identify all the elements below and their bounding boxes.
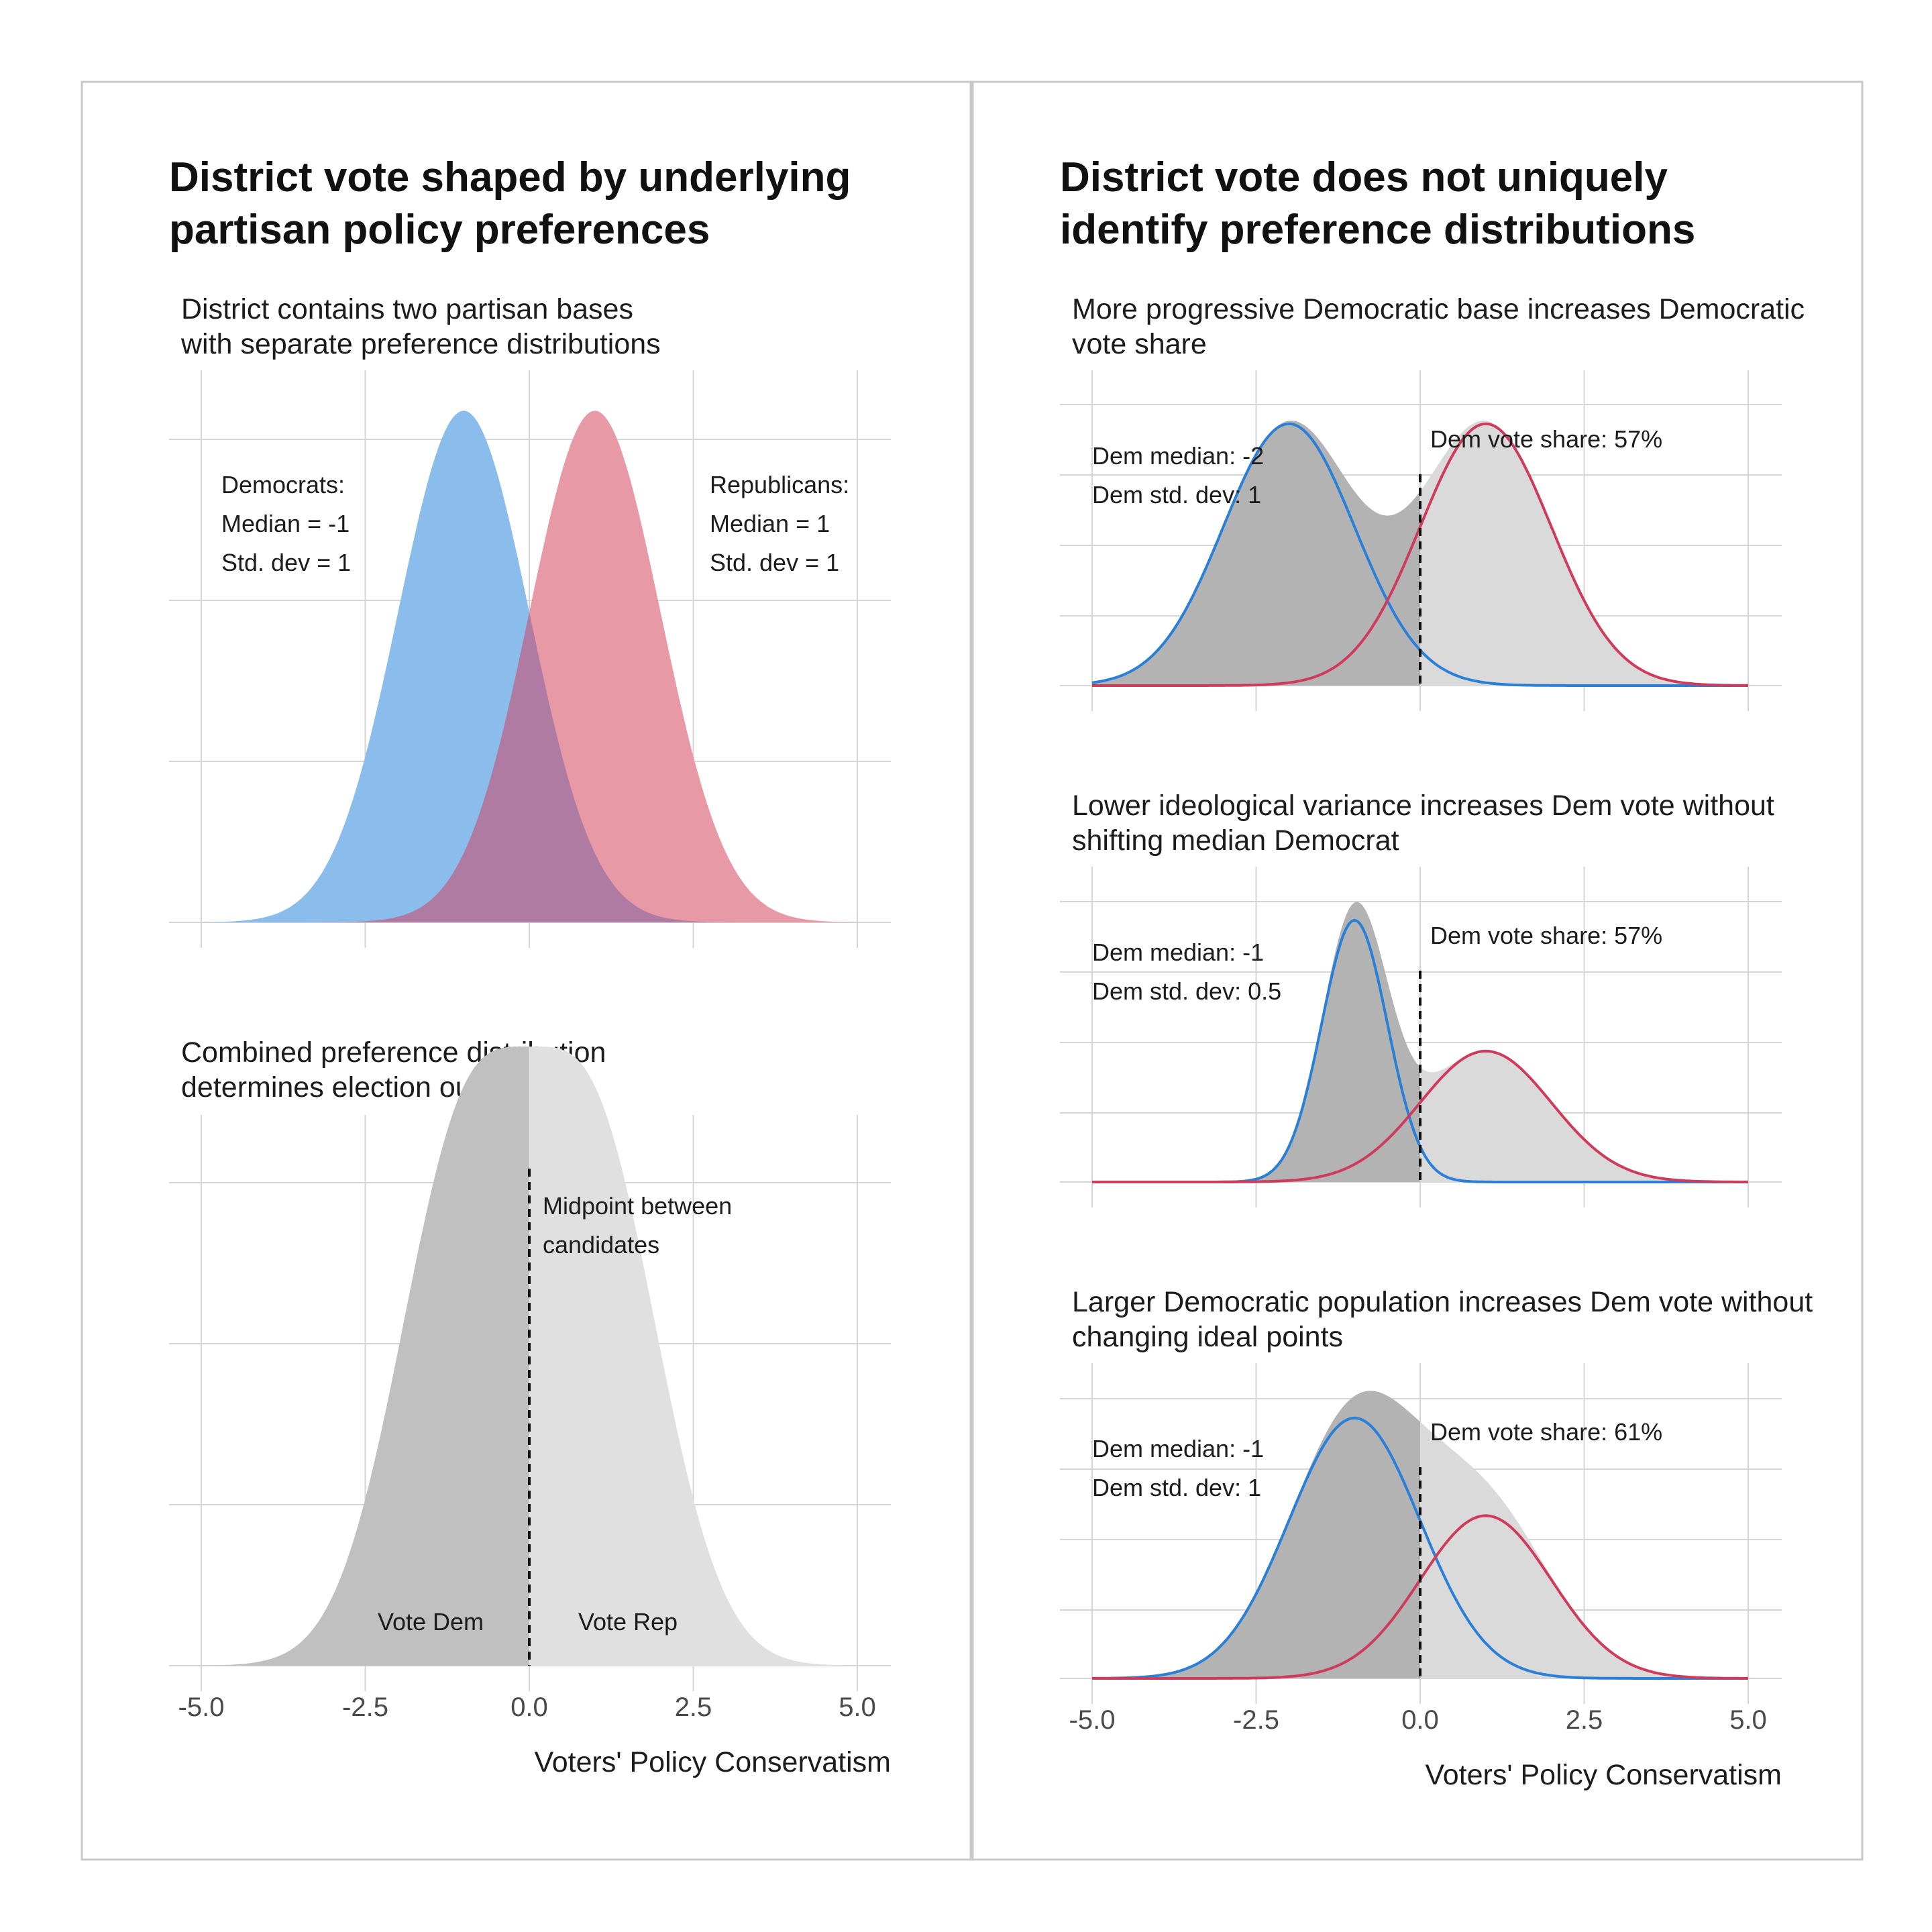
dem-vote-area bbox=[1092, 1391, 1420, 1678]
annotation-vote-rep: Vote Rep bbox=[578, 1608, 678, 1635]
annotation-vote-dem: Vote Dem bbox=[378, 1608, 484, 1635]
annotation-vote-share: Dem vote share: 61% bbox=[1430, 1418, 1662, 1446]
rep-vote-area bbox=[1420, 421, 1748, 686]
subtitle-line: Larger Democratic population increases D… bbox=[1072, 1286, 1813, 1318]
x-axis-label: Voters' Policy Conservatism bbox=[534, 1746, 891, 1778]
annotation-vote-share: Dem vote share: 57% bbox=[1430, 922, 1662, 949]
x-tick-label: -2.5 bbox=[1233, 1705, 1279, 1735]
annotation-democrats: Median = -1 bbox=[221, 510, 350, 537]
x-axis-label: Voters' Policy Conservatism bbox=[1425, 1759, 1782, 1791]
subtitle-line: with separate preference distributions bbox=[180, 328, 661, 360]
right-title: District vote does not uniquely identify … bbox=[1060, 154, 1695, 253]
subtitle-line: More progressive Democratic base increas… bbox=[1072, 293, 1805, 325]
rep-vote-area bbox=[1420, 1421, 1748, 1678]
x-tick-label: 2.5 bbox=[675, 1693, 712, 1722]
chart-scenario-variance: Lower ideological variance increases Dem… bbox=[1060, 790, 1782, 1208]
title-line: partisan policy preferences bbox=[169, 207, 710, 253]
chart-dem-rep-components: District contains two partisan baseswith… bbox=[169, 293, 891, 948]
x-tick-label: -2.5 bbox=[342, 1693, 388, 1722]
annotation-dem-params: Dem median: -2 bbox=[1092, 442, 1264, 470]
annotation-republicans: Republicans: bbox=[710, 471, 849, 498]
x-tick-label: 0.0 bbox=[511, 1693, 548, 1722]
chart-scenario-progressive: More progressive Democratic base increas… bbox=[1060, 293, 1805, 711]
subtitle-line: shifting median Democrat bbox=[1072, 824, 1399, 857]
subtitle-line: Lower ideological variance increases Dem… bbox=[1072, 790, 1774, 822]
annotation-democrats: Std. dev = 1 bbox=[221, 549, 351, 576]
left-panel-border bbox=[80, 80, 972, 1861]
vote-rep-area bbox=[529, 1046, 857, 1666]
annotation-dem-params: Dem std. dev: 1 bbox=[1092, 481, 1261, 508]
annotation-dem-params: Dem median: -1 bbox=[1092, 1435, 1264, 1462]
x-tick-label: -5.0 bbox=[178, 1693, 225, 1722]
subtitle-line: changing ideal points bbox=[1072, 1321, 1343, 1353]
x-tick-label: 5.0 bbox=[839, 1693, 876, 1722]
x-tick-label: 5.0 bbox=[1729, 1705, 1767, 1735]
subtitle-line: vote share bbox=[1072, 328, 1207, 360]
annotation-republicans: Median = 1 bbox=[710, 510, 830, 537]
x-tick-label: 0.0 bbox=[1401, 1705, 1439, 1735]
left-title: District vote shaped by underlying partis… bbox=[169, 154, 851, 253]
vote-dem-area bbox=[201, 1046, 529, 1666]
rep-density-line bbox=[1092, 1049, 1748, 1183]
overlap-density-area bbox=[201, 612, 857, 922]
rep-vote-area bbox=[1420, 1051, 1748, 1182]
right-panel-border bbox=[971, 80, 1864, 1861]
title-line: District vote does not uniquely bbox=[1060, 154, 1668, 201]
annotation-democrats: Democrats: bbox=[221, 471, 345, 498]
annotation-dem-params: Dem median: -1 bbox=[1092, 938, 1264, 966]
annotation-midpoint: Midpoint between bbox=[543, 1192, 732, 1220]
chart-combined: Combined preference distributiondetermin… bbox=[169, 1036, 891, 1778]
title-line: District vote shaped by underlying bbox=[169, 154, 851, 201]
x-tick-label: 2.5 bbox=[1566, 1705, 1603, 1735]
annotation-dem-params: Dem std. dev: 1 bbox=[1092, 1474, 1261, 1501]
dem-density-line bbox=[1091, 1416, 1748, 1680]
annotation-midpoint: candidates bbox=[543, 1231, 659, 1258]
annotation-vote-share: Dem vote share: 57% bbox=[1430, 425, 1662, 453]
title-line: identify preference distributions bbox=[1060, 207, 1695, 253]
annotation-republicans: Std. dev = 1 bbox=[710, 549, 839, 576]
dem-vote-area bbox=[1092, 902, 1420, 1182]
x-tick-label: -5.0 bbox=[1069, 1705, 1116, 1735]
rep-density-line bbox=[1092, 422, 1749, 687]
annotation-dem-params: Dem std. dev: 0.5 bbox=[1092, 977, 1281, 1005]
chart-scenario-population: Larger Democratic population increases D… bbox=[1060, 1286, 1813, 1791]
subtitle-line: District contains two partisan bases bbox=[181, 293, 633, 325]
